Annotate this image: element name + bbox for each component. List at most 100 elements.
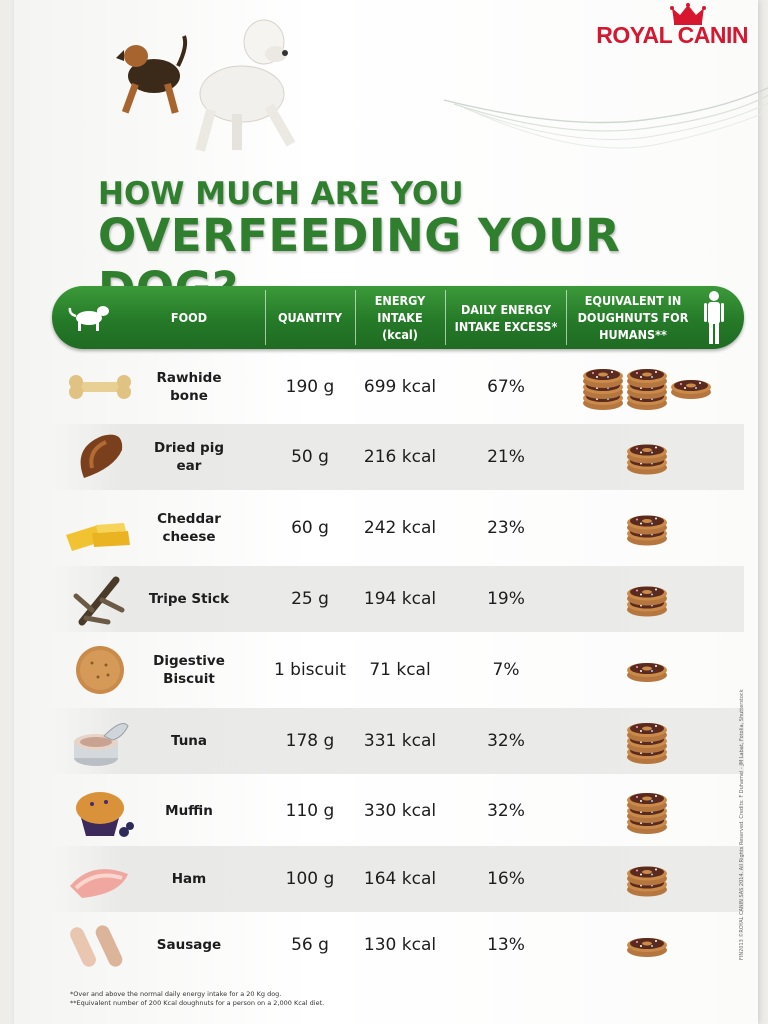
rawhide-bone-icon <box>69 375 131 399</box>
ham-icon <box>70 869 128 898</box>
table-row: Cheddar cheese 60 g 242 kcal 23% <box>52 495 744 561</box>
doughnut-cell <box>577 495 717 561</box>
quantity-cell: 1 biscuit <box>273 660 347 680</box>
doughnut-cell <box>577 778 717 844</box>
energy-cell: 699 kcal <box>363 377 437 397</box>
excess-cell: 67% <box>487 377 525 397</box>
doughnut-cell <box>577 424 717 490</box>
column-header-quantity: QUANTITY <box>277 310 343 325</box>
header-divider <box>355 290 356 345</box>
quantity-cell: 110 g <box>285 801 335 821</box>
quantity-cell: 25 g <box>291 589 329 609</box>
doughnut-stack <box>627 938 667 957</box>
headline-line-1: HOW MUCH ARE YOU <box>98 176 464 212</box>
food-name: Digestive Biscuit <box>153 653 225 687</box>
doughnut-icon <box>627 663 667 682</box>
excess-cell: 7% <box>492 660 520 680</box>
credits-text: FIN2013 ©ROYAL CANIN SAS 2014. All Right… <box>739 689 745 960</box>
table-row: Tuna 178 g 331 kcal 32% <box>52 708 744 774</box>
tuna-can-icon <box>74 723 129 766</box>
excess-cell: 23% <box>487 518 525 538</box>
table-row: Muffin 110 g 330 kcal 32% <box>52 778 744 844</box>
footnote-1: *Over and above the normal daily energy … <box>70 990 282 998</box>
doughnut-cell <box>577 566 717 632</box>
energy-cell: 164 kcal <box>363 869 437 889</box>
energy-cell: 71 kcal <box>369 660 431 680</box>
pig-ear-icon <box>80 434 123 478</box>
muffin-icon <box>76 792 134 837</box>
header-divider <box>265 290 266 345</box>
footnote-2: **Equivalent number of 200 Kcal doughnut… <box>70 999 325 1007</box>
energy-cell: 216 kcal <box>363 447 437 467</box>
doughnut-icon <box>627 444 667 464</box>
doughnut-icon <box>627 586 667 606</box>
excess-cell: 21% <box>487 447 525 467</box>
table-row: Dried pig ear 50 g 216 kcal 21% <box>52 424 744 490</box>
doughnut-icon <box>627 515 667 535</box>
doughnut-stack <box>627 793 667 834</box>
doughnut-stack <box>627 866 667 897</box>
excess-cell: 19% <box>487 589 525 609</box>
doughnut-stack <box>583 369 711 410</box>
crown-icon <box>670 3 706 25</box>
food-name: Sausage <box>156 937 222 953</box>
brand-logo: ROYAL CANIN <box>596 22 748 48</box>
doughnut-icon <box>627 793 667 812</box>
doughnut-cell <box>577 354 717 420</box>
energy-cell: 331 kcal <box>363 731 437 751</box>
sausage-icon <box>70 925 123 967</box>
human-silhouette-icon <box>704 291 724 344</box>
quantity-cell: 100 g <box>285 869 335 889</box>
doughnut-icon <box>627 938 667 957</box>
excess-cell: 32% <box>487 801 525 821</box>
quantity-cell: 50 g <box>291 447 329 467</box>
header-divider <box>445 290 446 345</box>
quantity-cell: 56 g <box>291 935 329 955</box>
column-header-energy: ENERGY INTAKE (kcal) <box>374 293 426 342</box>
doughnut-icon <box>583 369 623 388</box>
quantity-cell: 190 g <box>285 377 335 397</box>
biscuit-icon <box>76 646 124 694</box>
doughnut-cell <box>577 708 717 774</box>
energy-cell: 194 kcal <box>363 589 437 609</box>
energy-cell: 130 kcal <box>363 935 437 955</box>
doughnut-cell <box>577 637 717 703</box>
excess-cell: 13% <box>487 935 525 955</box>
food-name: Muffin <box>165 803 213 819</box>
decorative-swoosh <box>444 87 768 149</box>
energy-cell: 330 kcal <box>363 801 437 821</box>
food-name: Tuna <box>170 733 208 749</box>
quantity-cell: 178 g <box>285 731 335 751</box>
doughnut-icon <box>627 369 667 388</box>
doughnut-stack <box>627 444 667 475</box>
excess-cell: 32% <box>487 731 525 751</box>
table-row: Digestive Biscuit 1 biscuit 71 kcal 7% <box>52 637 744 703</box>
dog-icon <box>68 306 109 331</box>
table-row: Sausage 56 g 130 kcal 13% <box>52 912 744 978</box>
cheese-icon <box>66 523 130 551</box>
doughnut-stack <box>627 663 667 682</box>
table-row: Ham 100 g 164 kcal 16% <box>52 846 744 912</box>
header-divider <box>566 290 567 345</box>
doughnut-stack <box>627 586 667 617</box>
table-row: Tripe Stick 25 g 194 kcal 19% <box>52 566 744 632</box>
doughnut-stack <box>627 723 667 764</box>
food-name: Tripe Stick <box>148 591 230 607</box>
energy-cell: 242 kcal <box>363 518 437 538</box>
tripe-stick-icon <box>73 576 125 626</box>
doughnut-icon <box>627 866 667 886</box>
column-header-doughnuts: EQUIVALENT IN DOUGHNUTS FOR HUMANS** <box>577 293 689 342</box>
food-name: Ham <box>171 871 207 887</box>
doughnut-icon <box>627 723 667 742</box>
doughnut-cell <box>577 846 717 912</box>
doughnut-icon <box>671 380 711 399</box>
column-header-food: FOOD <box>170 310 208 325</box>
table-header: FOOD QUANTITY ENERGY INTAKE (kcal) DAILY… <box>52 286 744 349</box>
excess-cell: 16% <box>487 869 525 889</box>
doughnut-stack <box>627 515 667 546</box>
quantity-cell: 60 g <box>291 518 329 538</box>
food-name: Cheddar cheese <box>157 511 221 545</box>
footnotes: *Over and above the normal daily energy … <box>70 990 324 1008</box>
food-name: Dried pig ear <box>154 440 224 474</box>
